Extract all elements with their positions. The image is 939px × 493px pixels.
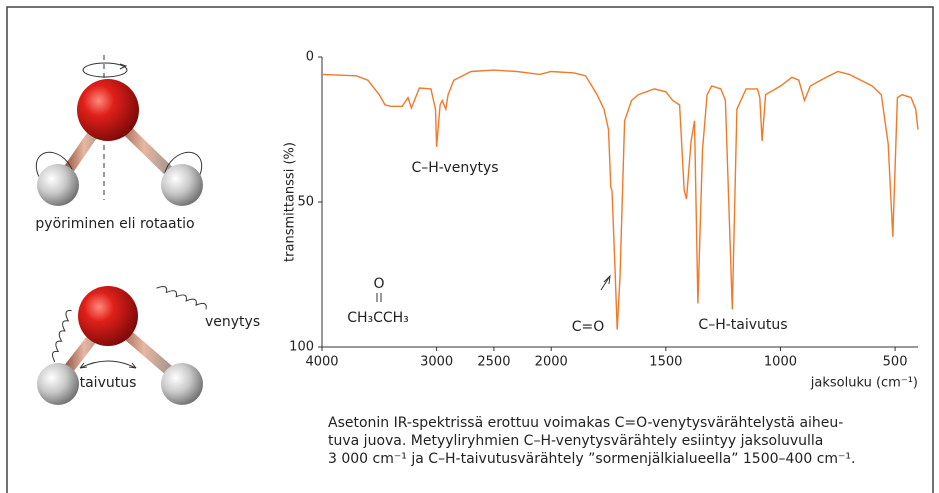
x-tick-label: 2000 [535,355,568,370]
y-tick-label: 100 [289,340,314,355]
x-tick-label: 3000 [420,355,453,370]
annotation: C=O [572,319,605,335]
rotation-label: pyöriminen eli rotaatio [35,216,194,232]
y-tick-label: 0 [306,50,314,65]
y-tick-label: 50 [297,195,314,210]
caption-line: tuva juova. Metyyliryhmien C–H-venytysvä… [328,433,823,449]
arrow [600,274,611,291]
annotation: C–H-venytys [411,160,498,176]
x-axis-label: jaksoluku (cm⁻¹) [810,376,918,391]
x-tick-label: 2500 [477,355,510,370]
rotation-molecule [35,55,203,206]
annotation: C–H-taivutus [698,317,787,333]
annotation: CH₃CCH₃ [347,310,409,326]
annotation: O [373,276,384,292]
x-tick-label: 1000 [764,355,797,370]
vibration-molecule [37,285,207,405]
bend-label: taivutus [80,375,137,391]
frame [6,6,934,493]
spectrum-line [321,69,919,330]
x-tick-label: 4000 [305,355,338,370]
stretch-label: venytys [205,314,260,330]
caption-line: Asetonin IR-spektrissä erottuu voimakas … [328,415,843,431]
y-axis-label: transmittanssi (%) [283,142,298,262]
x-tick-label: 1500 [649,355,682,370]
caption-line: 3 000 cm⁻¹ ja C–H-taivutusvärähtely ”sor… [328,451,855,467]
x-tick-label: 500 [883,355,908,370]
